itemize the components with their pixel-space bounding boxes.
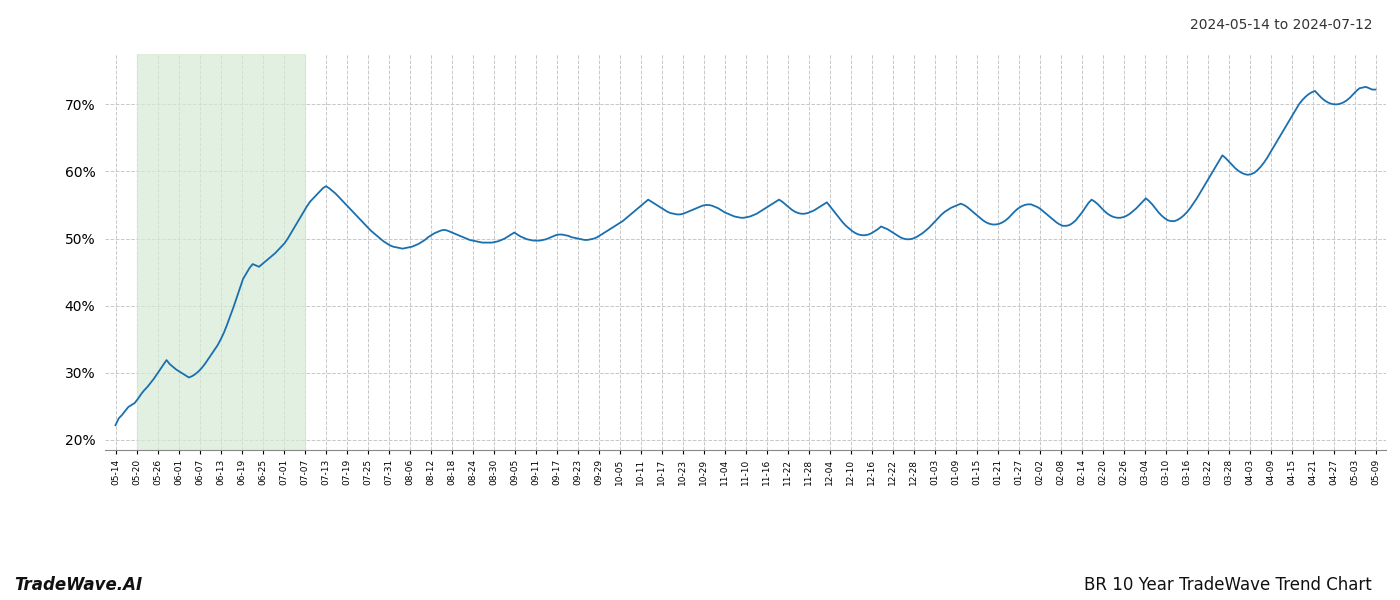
Bar [137,54,305,450]
Text: TradeWave.AI: TradeWave.AI [14,576,143,594]
Text: 2024-05-14 to 2024-07-12: 2024-05-14 to 2024-07-12 [1190,18,1372,32]
Text: BR 10 Year TradeWave Trend Chart: BR 10 Year TradeWave Trend Chart [1084,576,1372,594]
